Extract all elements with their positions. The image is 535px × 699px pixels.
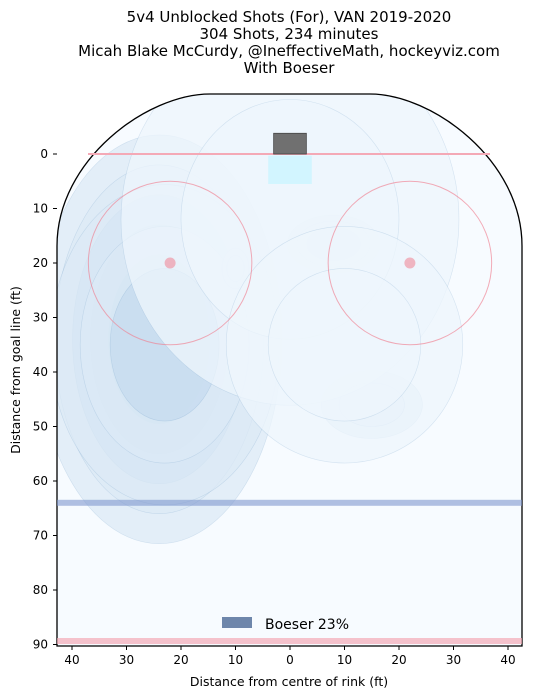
y-tick-label: 40: [33, 365, 48, 379]
x-tick-label: 30: [446, 653, 461, 667]
y-axis-label: Distance from goal line (ft): [8, 286, 23, 454]
x-axis-label: Distance from centre of rink (ft): [190, 674, 388, 689]
y-tick-label: 0: [40, 147, 48, 161]
rink-boards: [56, 93, 523, 647]
faceoff-circle: [87, 180, 253, 346]
centre-red-line: [57, 638, 522, 644]
y-tick-label: 80: [33, 583, 48, 597]
title-line-2: 304 Shots, 234 minutes: [200, 25, 379, 43]
x-tick-label: 10: [337, 653, 352, 667]
x-tick-label: 40: [500, 653, 515, 667]
faceoff-dot: [404, 257, 416, 269]
blue-line: [57, 499, 522, 506]
y-tick-label: 20: [33, 256, 48, 270]
y-tick-label: 90: [33, 638, 48, 652]
title-line-3: Micah Blake McCurdy, @IneffectiveMath, h…: [78, 42, 500, 60]
density-contours: [57, 94, 522, 646]
goal-crease: [268, 155, 312, 184]
x-tick-label: 30: [119, 653, 134, 667]
x-axis: 40 30 20 10 0 10 20 30 40: [64, 646, 516, 667]
density-blob: [225, 226, 464, 464]
y-tick-label: 60: [33, 474, 48, 488]
rink-markings: [56, 93, 523, 647]
y-tick-label: 10: [33, 202, 48, 216]
legend: Boeser 23%: [222, 617, 349, 633]
x-tick-label: 0: [286, 653, 294, 667]
x-tick-label: 40: [64, 653, 79, 667]
x-tick-label: 10: [228, 653, 243, 667]
density-level: [267, 268, 422, 422]
x-tick-label: 20: [391, 653, 406, 667]
y-tick-label: 30: [33, 311, 48, 325]
x-tick-label: 20: [173, 653, 188, 667]
title-line-4: With Boeser: [244, 59, 336, 77]
y-axis: 0 10 20 30 40 50 60 70 80 90: [33, 147, 57, 652]
title-line-1: 5v4 Unblocked Shots (For), VAN 2019-2020: [127, 8, 452, 26]
y-tick-label: 70: [33, 529, 48, 543]
faceoff-dot: [164, 257, 176, 269]
y-tick-label: 50: [33, 420, 48, 434]
legend-swatch: [222, 617, 252, 628]
legend-label: Boeser 23%: [265, 617, 349, 633]
chart-title: 5v4 Unblocked Shots (For), VAN 2019-2020…: [78, 8, 500, 77]
goal-net: [273, 132, 307, 155]
faceoff-circle: [327, 180, 493, 346]
